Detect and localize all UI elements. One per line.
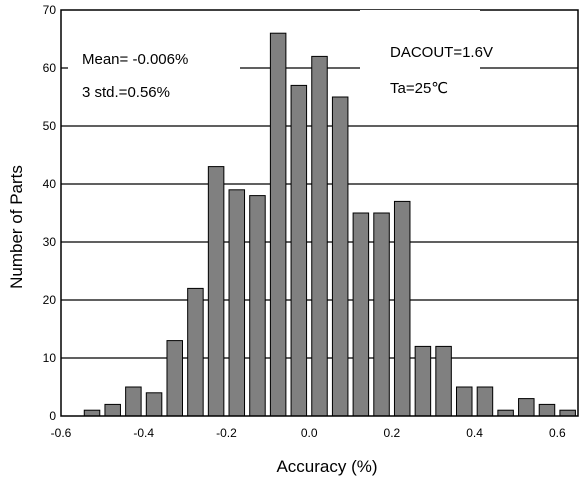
histogram-bar bbox=[497, 409, 514, 417]
x-tick-label: 0.4 bbox=[466, 426, 483, 440]
histogram-bar bbox=[125, 386, 142, 417]
annotation-box-right bbox=[360, 10, 480, 100]
ta-annotation: Ta=25℃ bbox=[390, 80, 448, 97]
histogram-bar bbox=[559, 409, 576, 417]
y-tick-label: 70 bbox=[43, 3, 57, 17]
histogram-bar bbox=[518, 398, 535, 417]
y-tick-label: 20 bbox=[43, 293, 57, 307]
y-tick-label: 60 bbox=[43, 61, 57, 75]
x-tick-label: 0.2 bbox=[384, 426, 401, 440]
dacout-annotation: DACOUT=1.6V bbox=[390, 44, 493, 61]
histogram-bar bbox=[352, 212, 370, 417]
histogram-bar bbox=[414, 345, 432, 417]
histogram-bar bbox=[207, 166, 225, 417]
histogram-bar bbox=[435, 345, 452, 417]
histogram-bar bbox=[83, 409, 101, 417]
histogram-bar bbox=[249, 195, 266, 417]
plot-frame bbox=[60, 9, 579, 417]
x-axis-title: Accuracy (%) bbox=[276, 457, 377, 476]
histogram-bar bbox=[538, 403, 556, 417]
y-axis-title: Number of Parts bbox=[7, 165, 26, 289]
x-tick-label: -0.2 bbox=[216, 426, 237, 440]
x-tick-label: -0.4 bbox=[133, 426, 154, 440]
histogram-bar bbox=[456, 386, 473, 417]
histogram-bar bbox=[145, 392, 163, 417]
std-annotation: 3 std.=0.56% bbox=[82, 84, 170, 101]
histogram-bar bbox=[393, 200, 411, 417]
x-tick-labels: -0.6 -0.4 -0.2 0.0 0.2 0.4 0.6 bbox=[51, 426, 566, 440]
histogram-bar bbox=[311, 55, 328, 417]
y-tick-label: 10 bbox=[43, 351, 57, 365]
y-tick-label: 50 bbox=[43, 119, 57, 133]
histogram-bar bbox=[269, 32, 287, 417]
histogram-bar bbox=[476, 386, 494, 417]
y-tick-label: 30 bbox=[43, 235, 57, 249]
annotation-box-left bbox=[68, 40, 240, 100]
x-tick-label: 0.0 bbox=[301, 426, 318, 440]
x-tick-label: 0.6 bbox=[549, 426, 566, 440]
histogram-bar bbox=[104, 403, 121, 417]
histogram-bar bbox=[187, 287, 204, 417]
x-tick-label: -0.6 bbox=[51, 426, 72, 440]
histogram-bar bbox=[228, 189, 246, 417]
y-tick-labels: 0 10 20 30 40 50 60 70 bbox=[43, 3, 57, 423]
histogram-bar bbox=[331, 96, 349, 417]
mean-annotation: Mean= -0.006% bbox=[82, 51, 188, 68]
y-tick-label: 0 bbox=[49, 409, 56, 423]
histogram-bar bbox=[166, 340, 183, 417]
histogram-bar bbox=[373, 212, 390, 417]
bars bbox=[83, 32, 576, 417]
histogram-bar bbox=[290, 84, 308, 417]
y-tick-label: 40 bbox=[43, 177, 57, 191]
